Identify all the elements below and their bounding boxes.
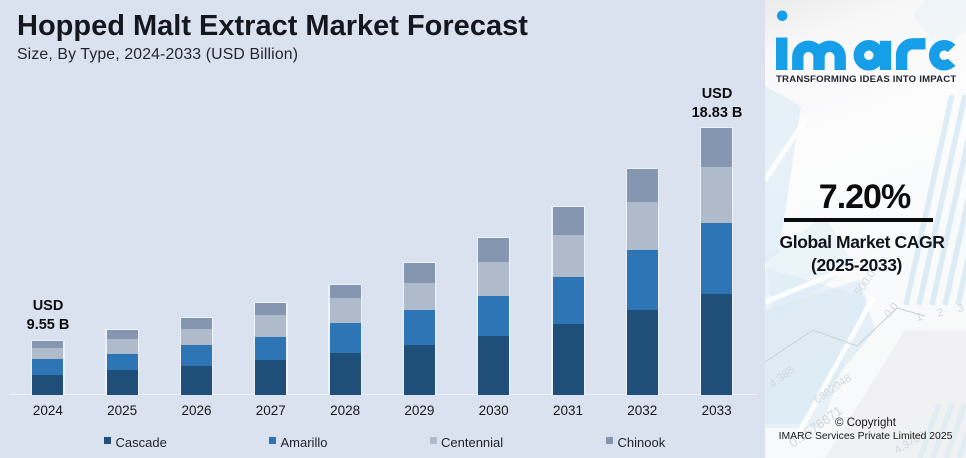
svg-text:0.0: 0.0	[882, 300, 901, 319]
